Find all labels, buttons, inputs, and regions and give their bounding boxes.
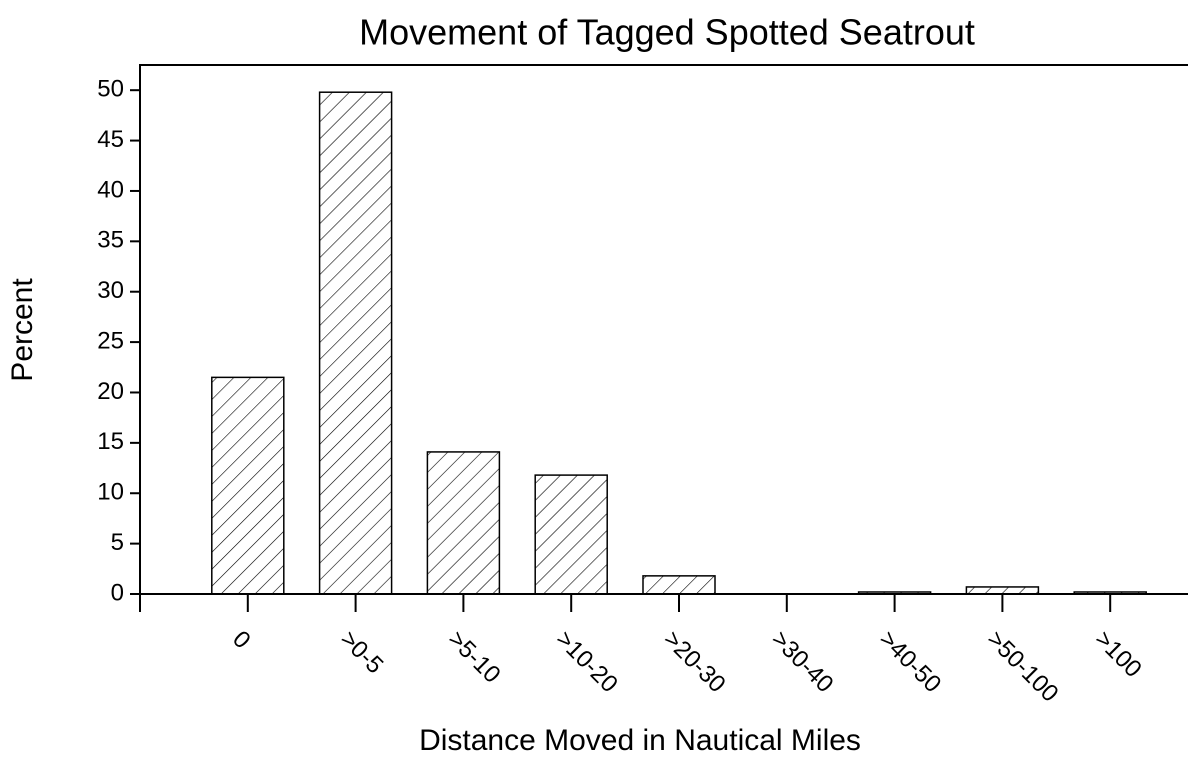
x-tick-label: >50-100 bbox=[982, 626, 1064, 708]
x-tick-label: >30-40 bbox=[766, 626, 838, 698]
x-tick-label: >100 bbox=[1089, 626, 1146, 683]
bar bbox=[318, 91, 393, 595]
bar bbox=[211, 376, 285, 595]
bar bbox=[857, 591, 932, 595]
bar bbox=[965, 586, 1040, 595]
y-tick-label: 20 bbox=[97, 378, 124, 405]
bar bbox=[1073, 591, 1147, 595]
y-tick-label: 15 bbox=[97, 428, 124, 455]
y-tick-label: 10 bbox=[97, 479, 124, 506]
y-tick-label: 30 bbox=[97, 277, 124, 304]
y-tick-label: 25 bbox=[97, 327, 124, 354]
axis-frame bbox=[139, 64, 1188, 594]
y-tick-label: 5 bbox=[111, 529, 124, 556]
x-tick-label: >0-5 bbox=[335, 626, 389, 680]
x-tick-label: >5-10 bbox=[443, 626, 506, 689]
y-tick-label: 40 bbox=[97, 176, 124, 203]
y-tick-label: 50 bbox=[97, 76, 124, 103]
x-axis-label: Distance Moved in Nautical Miles bbox=[419, 724, 861, 757]
chart-title: Movement of Tagged Spotted Seatrout bbox=[359, 12, 975, 53]
y-tick-label: 45 bbox=[97, 126, 124, 153]
bar bbox=[426, 451, 501, 595]
x-tick-label: >40-50 bbox=[874, 626, 946, 698]
x-tick-label: 0 bbox=[227, 626, 256, 655]
bar bbox=[642, 575, 716, 595]
x-tick-label: >10-20 bbox=[550, 626, 622, 698]
x-tick-label: >20-30 bbox=[658, 626, 730, 698]
y-tick-label: 35 bbox=[97, 227, 124, 254]
y-axis-label: Percent bbox=[6, 278, 39, 382]
y-tick-label: 0 bbox=[111, 579, 124, 606]
bar bbox=[534, 474, 608, 595]
